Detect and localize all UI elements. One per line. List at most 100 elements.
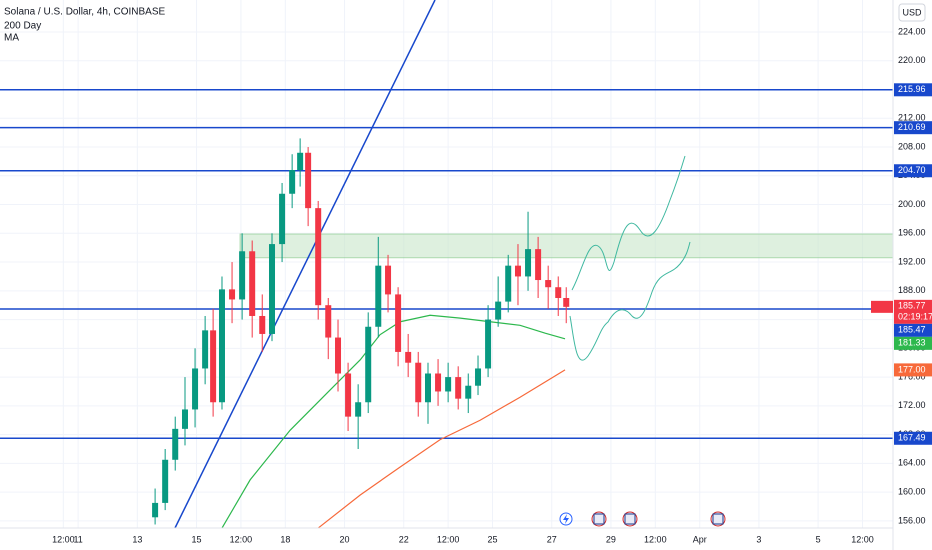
- price-tag-text: 210.69: [898, 122, 926, 132]
- candle-body: [210, 330, 217, 403]
- candle-body: [172, 428, 179, 460]
- candle-body: [455, 377, 462, 399]
- price-tag-text: 215.96: [898, 84, 926, 94]
- price-tag: [894, 363, 932, 377]
- price-tag-text: 185.47: [898, 325, 926, 335]
- candle-body: [505, 265, 512, 302]
- candle-body: [465, 385, 472, 399]
- y-tick-label: 208.00: [898, 141, 926, 151]
- price-tag: [894, 299, 932, 324]
- indicator-name: MA: [4, 33, 19, 44]
- candle-body: [325, 305, 332, 338]
- candle-body: [445, 377, 452, 392]
- y-tick-label: 224.00: [898, 26, 926, 36]
- candle-body: [355, 402, 362, 417]
- y-tick-label: 188.00: [898, 285, 926, 295]
- candle-body: [405, 351, 412, 363]
- candle-body: [305, 152, 312, 209]
- projection-path: [571, 155, 686, 291]
- projection-path: [569, 241, 691, 361]
- candle-body: [289, 170, 296, 194]
- event-icon[interactable]: [591, 511, 607, 527]
- y-tick-label: 172.00: [898, 400, 926, 410]
- y-tick-label: 164.00: [898, 458, 926, 468]
- x-tick-label: 5: [816, 534, 821, 544]
- candle-body: [259, 315, 266, 334]
- x-tick-label: Apr: [693, 534, 707, 544]
- x-tick-label: 12:00: [437, 534, 460, 544]
- candle-body: [485, 319, 492, 369]
- candle-body: [425, 373, 432, 403]
- candle-body: [335, 337, 342, 374]
- candle-body: [229, 289, 236, 300]
- x-tick-label: 22: [399, 534, 409, 544]
- price-tag-text: 204.70: [898, 165, 926, 175]
- price-tag-text: 177.00: [898, 364, 926, 374]
- event-icon-glyph: [563, 514, 569, 524]
- price-tag: [894, 83, 932, 97]
- candle-body: [152, 502, 159, 518]
- y-tick-label: 176.00: [898, 371, 926, 381]
- ma-line: [317, 369, 566, 529]
- currency-button[interactable]: [898, 3, 926, 22]
- candle-body: [495, 301, 502, 320]
- y-tick-label: 212.00: [898, 113, 926, 123]
- x-tick-label: 20: [340, 534, 350, 544]
- candle-body: [297, 152, 304, 171]
- price-tag-text: 181.33: [898, 338, 926, 348]
- candle-body: [385, 265, 392, 295]
- candle-body: [395, 294, 402, 352]
- candle-body: [415, 362, 422, 403]
- candle-body: [555, 287, 562, 299]
- candle-body: [315, 208, 322, 306]
- y-tick-label: 196.00: [898, 228, 926, 238]
- x-tick-label: 3: [756, 534, 761, 544]
- level-layer: [0, 89, 893, 440]
- candle-body: [202, 330, 209, 369]
- y-tick-label: 220.00: [898, 55, 926, 65]
- price-tag-text: 02:19:17: [898, 312, 932, 322]
- x-tick-label: 12:00: [644, 534, 667, 544]
- x-tick-label: 29: [606, 534, 616, 544]
- candle-body: [545, 280, 552, 288]
- y-tick-label: 156.00: [898, 515, 926, 525]
- candle-body: [365, 326, 372, 403]
- x-tick-label: 11: [73, 534, 82, 544]
- candle-body: [218, 289, 225, 403]
- candle-body: [514, 265, 521, 277]
- x-tick-label: 25: [488, 534, 498, 544]
- candle-body: [239, 251, 246, 300]
- candle-body: [435, 373, 442, 392]
- symbol-tag: [871, 300, 893, 313]
- x-tick-label: 12:00: [230, 534, 253, 544]
- price-tag-text: 167.49: [898, 433, 926, 443]
- event-icons: [559, 511, 726, 527]
- x-tick-label: 13: [132, 534, 142, 544]
- chart-title: Solana / U.S. Dollar, 4h, COINBASE: [4, 7, 166, 18]
- candle-body: [162, 459, 169, 503]
- price-tag-text: 185.77: [898, 301, 926, 311]
- x-tick-label: 27: [547, 534, 557, 544]
- price-tag: [894, 121, 932, 135]
- x-tick-label: 12:00: [52, 534, 75, 544]
- candle-layer: [152, 138, 570, 525]
- candle-body: [345, 373, 352, 417]
- event-icon[interactable]: [710, 511, 726, 527]
- candle-body: [375, 265, 382, 327]
- indicator-name: 200 Day: [4, 21, 41, 32]
- zone: [239, 233, 894, 259]
- legend: Solana / U.S. Dollar, 4h, COINBASE 200 D…: [4, 7, 166, 44]
- price-tag: [894, 336, 932, 350]
- x-tick-label: 15: [192, 534, 202, 544]
- y-tick-label: 192.00: [898, 256, 926, 266]
- x-tick-label: 18: [280, 534, 290, 544]
- candle-body: [535, 249, 542, 281]
- y-tick-label: 200.00: [898, 199, 926, 209]
- candle-body: [181, 409, 188, 429]
- event-icon-glyph: [712, 513, 724, 525]
- x-tick-label: 12:00: [851, 534, 874, 544]
- candle-body: [192, 368, 199, 410]
- event-icon[interactable]: [622, 511, 638, 527]
